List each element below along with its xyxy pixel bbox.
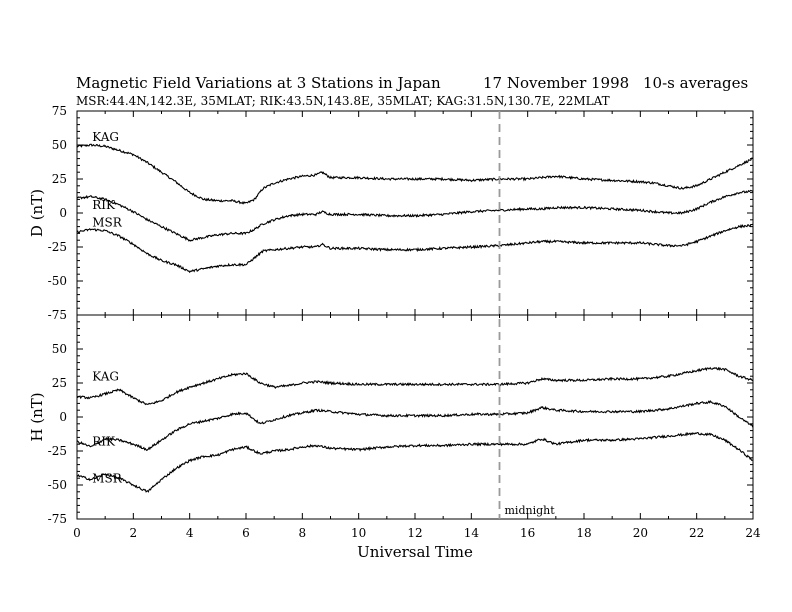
y-tick-label: -75 xyxy=(48,512,67,526)
midnight-label: midnight xyxy=(505,504,556,517)
series-label-rik: RIK xyxy=(92,435,116,449)
series-line-kag xyxy=(76,366,754,406)
x-tick-label: 22 xyxy=(689,526,704,540)
x-tick-label: 12 xyxy=(407,526,422,540)
x-tick-label: 16 xyxy=(520,526,535,540)
series-label-msr: MSR xyxy=(92,471,123,485)
chart-title: Magnetic Field Variations at 3 Stations … xyxy=(76,74,441,92)
y-tick-label: 25 xyxy=(52,376,67,390)
y-tick-label: 75 xyxy=(52,104,67,118)
x-tick-label: 0 xyxy=(73,526,81,540)
x-tick-label: 14 xyxy=(464,526,480,540)
series-line-rik xyxy=(76,189,754,242)
y-tick-label: 0 xyxy=(59,206,67,220)
y-tick-label: -25 xyxy=(48,240,67,254)
series-line-kag xyxy=(76,143,754,205)
series-line-rik xyxy=(76,399,754,452)
y-tick-label: -25 xyxy=(48,444,67,458)
y-tick-label: -50 xyxy=(48,274,67,288)
x-tick-label: 8 xyxy=(299,526,307,540)
series-line-msr xyxy=(76,431,754,493)
y-axis-label-H: H (nT) xyxy=(28,392,46,441)
series-label-kag: KAG xyxy=(92,130,119,144)
series-line-msr xyxy=(76,223,754,274)
x-tick-label: 18 xyxy=(576,526,591,540)
x-tick-label: 20 xyxy=(633,526,648,540)
x-tick-label: 10 xyxy=(351,526,366,540)
y-tick-label: -50 xyxy=(48,478,67,492)
x-axis-label: Universal Time xyxy=(357,543,473,561)
series-label-msr: MSR xyxy=(92,216,123,230)
stations-line: MSR:44.4N,142.3E, 35MLAT; RIK:43.5N,143.… xyxy=(76,94,610,108)
y-tick-label: -75 xyxy=(48,308,67,322)
chart-averaging: 10-s averages xyxy=(643,74,749,92)
y-axis-label-D: D (nT) xyxy=(28,189,46,237)
y-tick-label: 50 xyxy=(52,342,67,356)
x-tick-label: 4 xyxy=(186,526,194,540)
chart-date: 17 November 1998 xyxy=(483,74,630,92)
x-tick-label: 24 xyxy=(745,526,761,540)
y-tick-label: 25 xyxy=(52,172,67,186)
y-tick-label: 0 xyxy=(59,410,67,424)
panel-frame-D xyxy=(76,110,754,316)
x-tick-label: 2 xyxy=(130,526,138,540)
series-label-rik: RIK xyxy=(92,198,116,212)
y-tick-label: 50 xyxy=(52,138,67,152)
series-label-kag: KAG xyxy=(92,369,119,383)
x-tick-label: 6 xyxy=(242,526,250,540)
